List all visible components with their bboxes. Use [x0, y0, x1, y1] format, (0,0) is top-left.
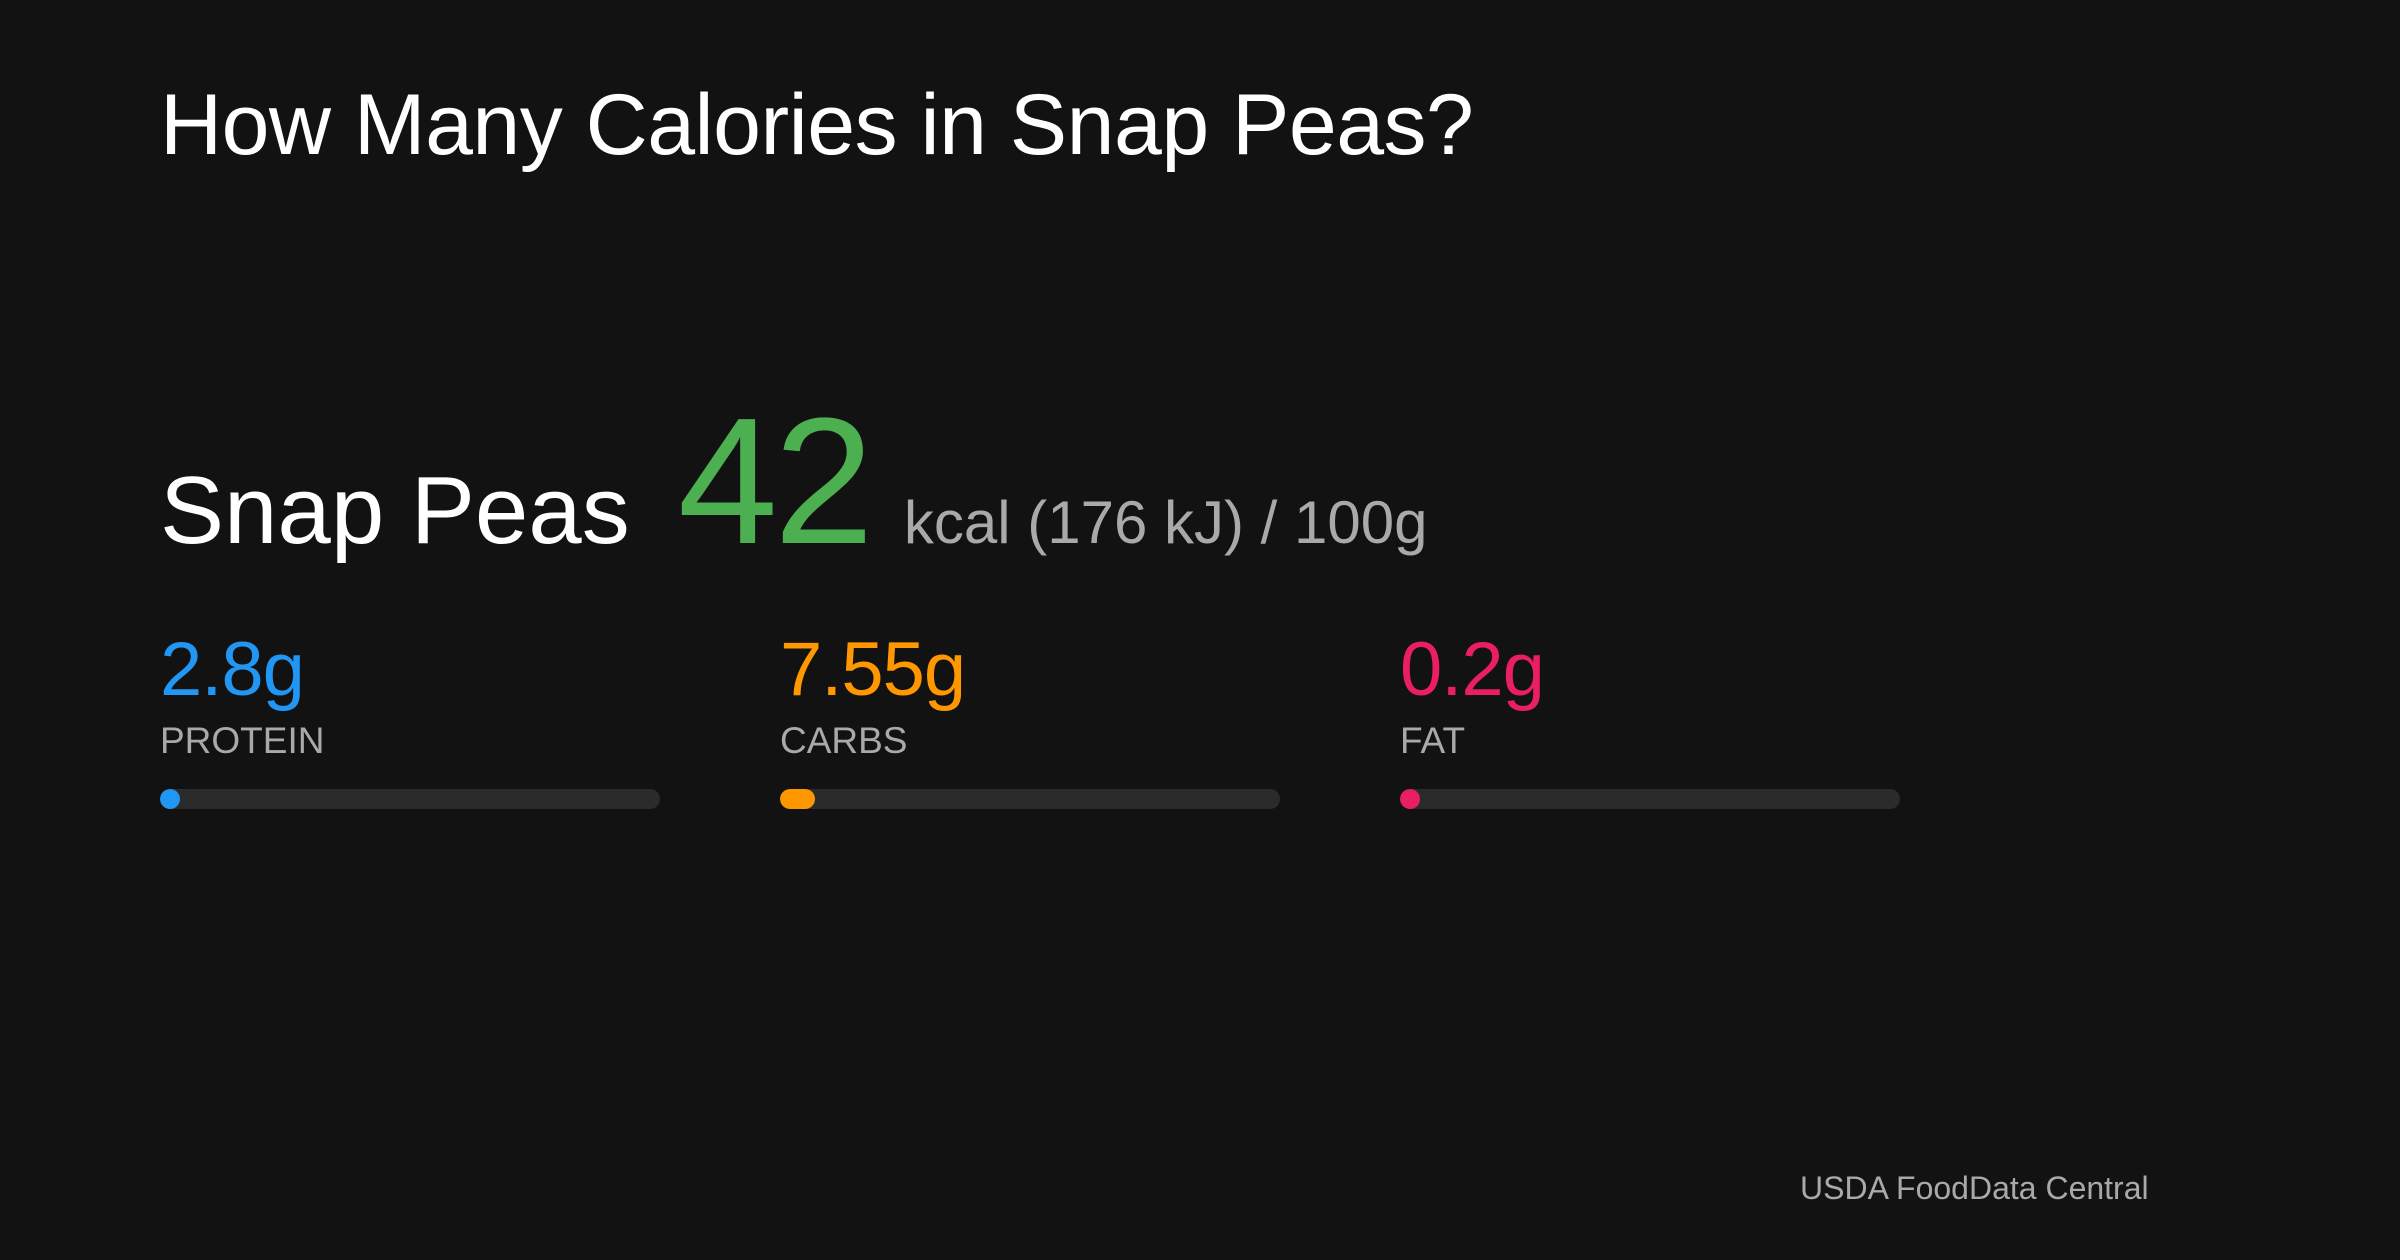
calorie-summary: Snap Peas 42 kcal (176 kJ) / 100g	[160, 392, 1428, 572]
macro-carbs: 7.55g CARBS	[780, 632, 1280, 809]
macro-protein: 2.8g PROTEIN	[160, 632, 660, 809]
macro-bar-track	[780, 789, 1280, 809]
macro-value: 7.55g	[780, 627, 966, 712]
food-name: Snap Peas	[160, 457, 630, 564]
macro-label: FAT	[1400, 720, 1466, 761]
calorie-value: 42	[677, 381, 874, 582]
macro-label: PROTEIN	[160, 720, 325, 761]
source-credit: USDA FoodData Central	[1800, 1170, 2149, 1206]
macro-value: 2.8g	[160, 627, 305, 712]
macro-bar-fill	[780, 789, 815, 809]
calorie-unit: kcal (176 kJ) / 100g	[903, 489, 1428, 556]
macro-bar-fill	[1400, 789, 1420, 809]
macro-bar-fill	[160, 789, 180, 809]
macro-bar-track	[160, 789, 660, 809]
macro-fat: 0.2g FAT	[1400, 632, 1900, 809]
macro-bar-track	[1400, 789, 1900, 809]
macro-value: 0.2g	[1400, 627, 1545, 712]
macro-label: CARBS	[780, 720, 908, 761]
page-title: How Many Calories in Snap Peas?	[160, 77, 1474, 173]
